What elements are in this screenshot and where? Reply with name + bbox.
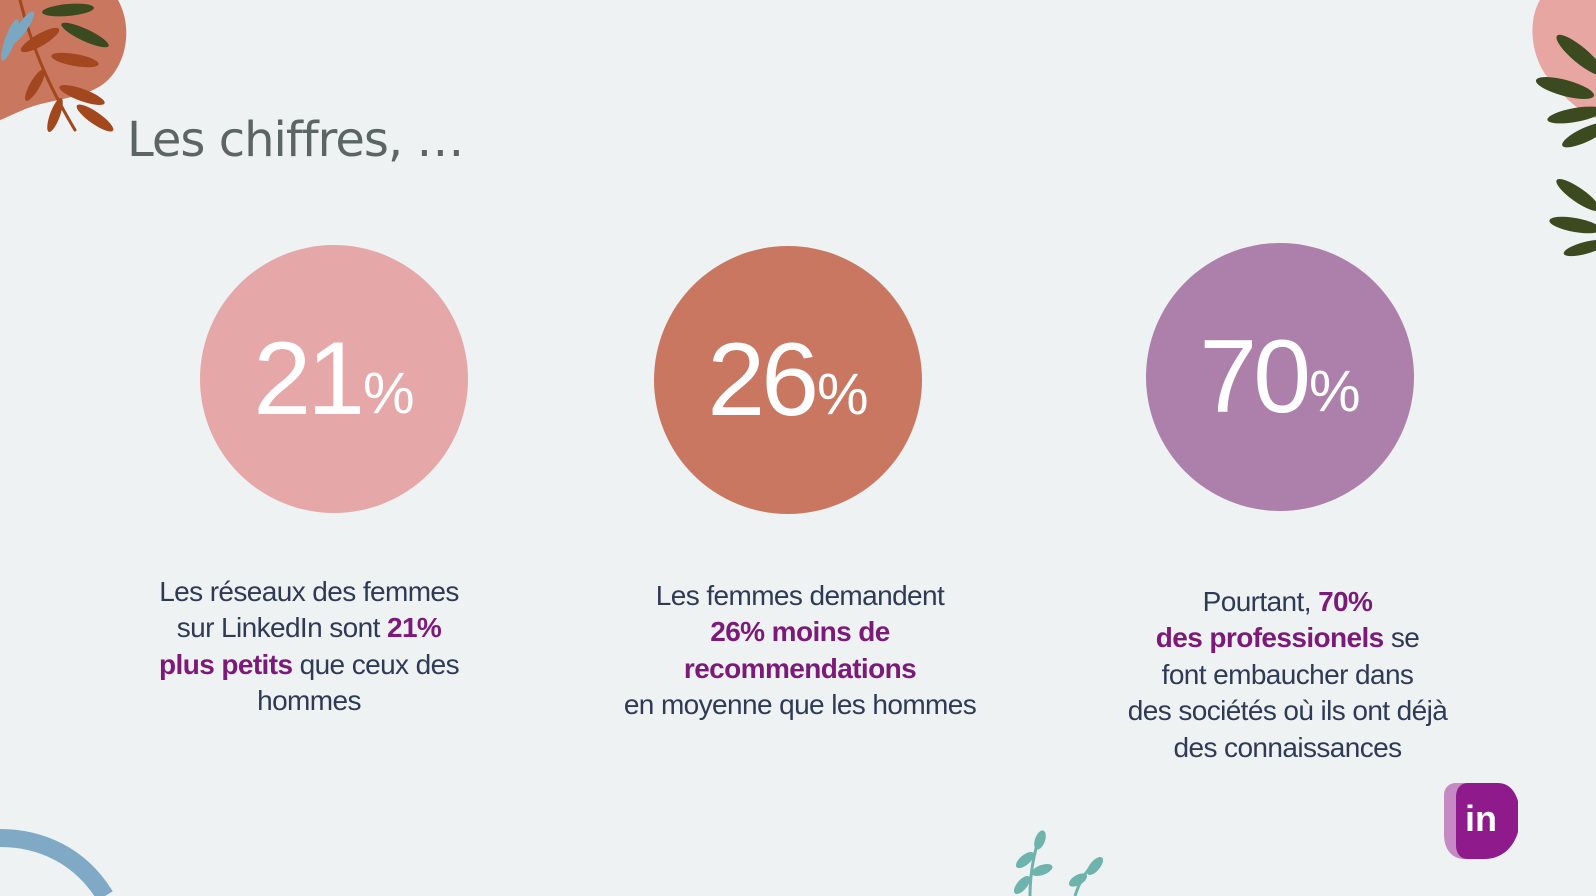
stat-number: 26 (707, 322, 819, 438)
stat-text-line: des connaissances (1085, 730, 1490, 766)
stat-circle-2: 26% (654, 246, 922, 514)
stat-text-line: Les femmes demandent (590, 578, 1010, 614)
blob-shape-icon (1532, 0, 1596, 118)
highlight-text: plus petits (159, 648, 293, 680)
body-text: que ceux des (292, 648, 460, 680)
stat-circle-1: 21% (200, 245, 468, 513)
stat-description-3: Pourtant, 70% des professionels se font em… (1085, 584, 1490, 766)
stat-description-2: Les femmes demandent 26% moins de recommen… (590, 578, 1010, 724)
body-text: Les femmes demandent (655, 580, 945, 611)
stat-text-line: plus petits que ceux des (100, 647, 518, 683)
blob-shape-icon (0, 0, 127, 120)
stat-text-line: des professionels se (1085, 620, 1490, 656)
body-text: sur LinkedIn sont (176, 612, 387, 644)
stat-percent-sign: % (1309, 359, 1361, 424)
body-text: en moyenne que les hommes (623, 689, 977, 721)
plant-sprig-icon (1013, 830, 1104, 896)
leaf-branch-icon (1535, 34, 1596, 257)
highlight-text: 70% (1318, 586, 1373, 617)
stat-text-line: Pourtant, 70% (1085, 584, 1490, 620)
stat-text-line: des sociétés où ils ont déjà (1085, 693, 1490, 729)
stat-text-line: 26% moins de (590, 614, 1010, 650)
stat-percent-sign: % (363, 361, 415, 426)
stat-percent-sign: % (817, 362, 869, 427)
leaf-branch-icon (1, 0, 114, 133)
body-text: se (1383, 622, 1420, 654)
body-text: hommes (257, 685, 361, 717)
body-text: Pourtant, (1202, 586, 1319, 617)
body-text: Les réseaux des femmes (159, 576, 459, 607)
stat-text-line: sur LinkedIn sont 21% (100, 610, 518, 646)
stat-description-1: Les réseaux des femmes sur LinkedIn sont … (100, 574, 518, 720)
highlight-text: des professionels (1155, 622, 1384, 654)
stat-text-line: Les réseaux des femmes (100, 574, 518, 610)
highlight-text: 26% moins de (710, 616, 890, 648)
linkedin-logo-icon: in (1444, 783, 1518, 859)
stat-text-line: font embaucher dans (1085, 657, 1490, 693)
body-text: font embaucher dans (1161, 658, 1414, 690)
stat-text-line: en moyenne que les hommes (590, 687, 1010, 723)
blob-shape-icon (0, 829, 113, 896)
highlight-text: 21% (386, 612, 442, 644)
logo-text: in (1465, 798, 1497, 839)
stat-text-line: recommendations (590, 651, 1010, 687)
body-text: des connaissances (1173, 731, 1403, 763)
stat-circle-3: 70% (1146, 243, 1414, 511)
body-text: des sociétés où ils ont déjà (1127, 695, 1448, 727)
page-title: Les chiffres, … (127, 112, 464, 168)
stat-text-line: hommes (100, 683, 518, 719)
stat-number: 70 (1199, 319, 1311, 435)
stat-number: 21 (253, 321, 365, 437)
highlight-text: recommendations (683, 652, 917, 684)
